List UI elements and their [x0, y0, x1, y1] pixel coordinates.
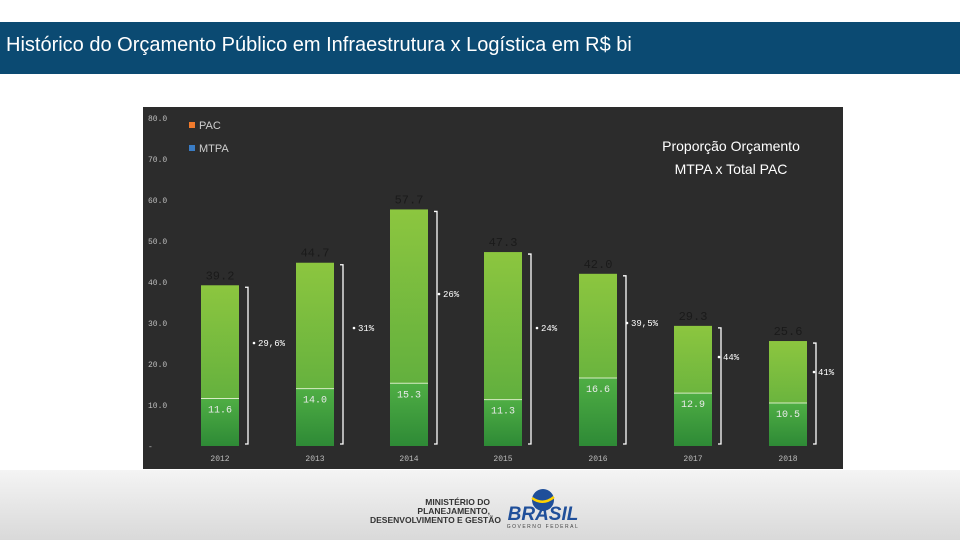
x-tick-label-2014: 2014 [399, 455, 418, 464]
data-label-pac-2013: 44.7 [301, 247, 330, 261]
data-label-mtpa-2016: 16.6 [586, 385, 610, 396]
bar-mtpa-2016 [579, 377, 617, 446]
data-label-mtpa-2017: 12.9 [681, 400, 705, 411]
bar-mtpa-2017 [674, 393, 712, 446]
y-tick-label: 70.0 [148, 156, 167, 165]
x-tick-label-2016: 2016 [588, 455, 607, 464]
annotation-line-1: Proporção Orçamento [662, 138, 800, 154]
proportion-label-2014: 26% [443, 290, 460, 300]
x-tick-label-2017: 2017 [683, 455, 702, 464]
legend-label-mtpa: MTPA [199, 143, 229, 155]
chart-panel: - 10.0 20.0 30.0 40.0 50.0 60.0 70.0 80.0 29,6% 3… [143, 107, 843, 469]
proportion-bullet [535, 326, 539, 330]
y-tick-label: 20.0 [148, 361, 167, 370]
data-label-pac-2018: 25.6 [774, 325, 803, 339]
x-tick-label-2018: 2018 [778, 455, 797, 464]
proportion-label-2016: 39,5% [631, 319, 659, 329]
data-label-pac-2014: 57.7 [395, 193, 424, 207]
bar-mtpa-2015 [484, 399, 522, 446]
proportion-bracket-2015 [528, 253, 532, 445]
proportion-label-2017: 44% [723, 353, 740, 363]
data-label-pac-2017: 29.3 [679, 310, 708, 324]
page-title: Histórico do Orçamento Público em Infrae… [6, 34, 632, 56]
globe-band [531, 496, 555, 503]
proportion-label-2013: 31% [358, 324, 375, 334]
proportion-bracket-2014 [434, 210, 438, 445]
bar-mtpa-2013 [296, 388, 334, 446]
annotation-line-2: MTPA x Total PAC [675, 161, 788, 177]
y-tick-label: - [148, 443, 153, 452]
data-label-mtpa-2018: 10.5 [776, 410, 800, 421]
ministry-line-1: MINISTÉRIO DO [425, 497, 490, 507]
proportion-bullet [812, 370, 816, 374]
data-label-pac-2015: 47.3 [489, 236, 518, 250]
y-tick-label: 80.0 [148, 115, 167, 124]
x-tick-label-2013: 2013 [305, 455, 324, 464]
x-tick-label-2012: 2012 [210, 455, 229, 464]
y-tick-label: 30.0 [148, 320, 167, 329]
y-tick-label: 60.0 [148, 197, 167, 206]
brasil-tagline: GOVERNO FEDERAL [507, 524, 580, 530]
proportion-label-2012: 29,6% [258, 339, 286, 349]
bar-mtpa-2012 [201, 398, 239, 446]
proportion-bracket-2013 [340, 264, 344, 445]
data-label-mtpa-2014: 15.3 [397, 390, 421, 401]
proportion-bracket-2012 [245, 286, 249, 445]
ministry-logo: MINISTÉRIO DO PLANEJAMENTO, DESENVOLVIME… [370, 497, 501, 525]
proportion-label-2018: 41% [818, 368, 835, 378]
legend-swatch-mtpa [189, 145, 195, 151]
ministry-line-2: PLANEJAMENTO, [417, 506, 490, 516]
legend-swatch-pac [189, 122, 195, 128]
budget-chart: - 10.0 20.0 30.0 40.0 50.0 60.0 70.0 80.0 29,6% 3… [148, 115, 835, 464]
bar-mtpa-2018 [769, 402, 807, 446]
proportion-bracket-2016 [623, 275, 627, 445]
y-tick-label: 40.0 [148, 279, 167, 288]
y-tick-label: 10.0 [148, 402, 167, 411]
legend-label-pac: PAC [199, 120, 221, 132]
bar-mtpa-2014 [390, 383, 428, 446]
proportion-bullet [717, 355, 721, 359]
proportion-bracket-2017 [718, 327, 722, 445]
proportion-bracket-2018 [813, 342, 817, 445]
proportion-bullet [352, 326, 356, 330]
title-bar: Histórico do Orçamento Público em Infrae… [0, 22, 960, 74]
x-tick-label-2015: 2015 [493, 455, 512, 464]
data-label-mtpa-2013: 14.0 [303, 396, 327, 407]
proportion-label-2015: 24% [541, 324, 558, 334]
y-tick-label: 50.0 [148, 238, 167, 247]
data-label-pac-2016: 42.0 [584, 258, 613, 272]
data-label-mtpa-2012: 11.6 [208, 405, 232, 416]
globe-icon [532, 489, 554, 511]
data-label-mtpa-2015: 11.3 [491, 407, 515, 418]
ministry-line-3: DESENVOLVIMENTO E GESTÃO [370, 515, 501, 525]
footer [0, 470, 960, 540]
proportion-bullet [625, 321, 629, 325]
proportion-bullet [437, 292, 441, 296]
proportion-bullet [252, 341, 256, 345]
data-label-pac-2012: 39.2 [206, 269, 235, 283]
brasil-logo: BRASIL GOVERNO FEDERAL [507, 489, 580, 530]
brasil-wordmark: BRASIL [508, 504, 579, 525]
